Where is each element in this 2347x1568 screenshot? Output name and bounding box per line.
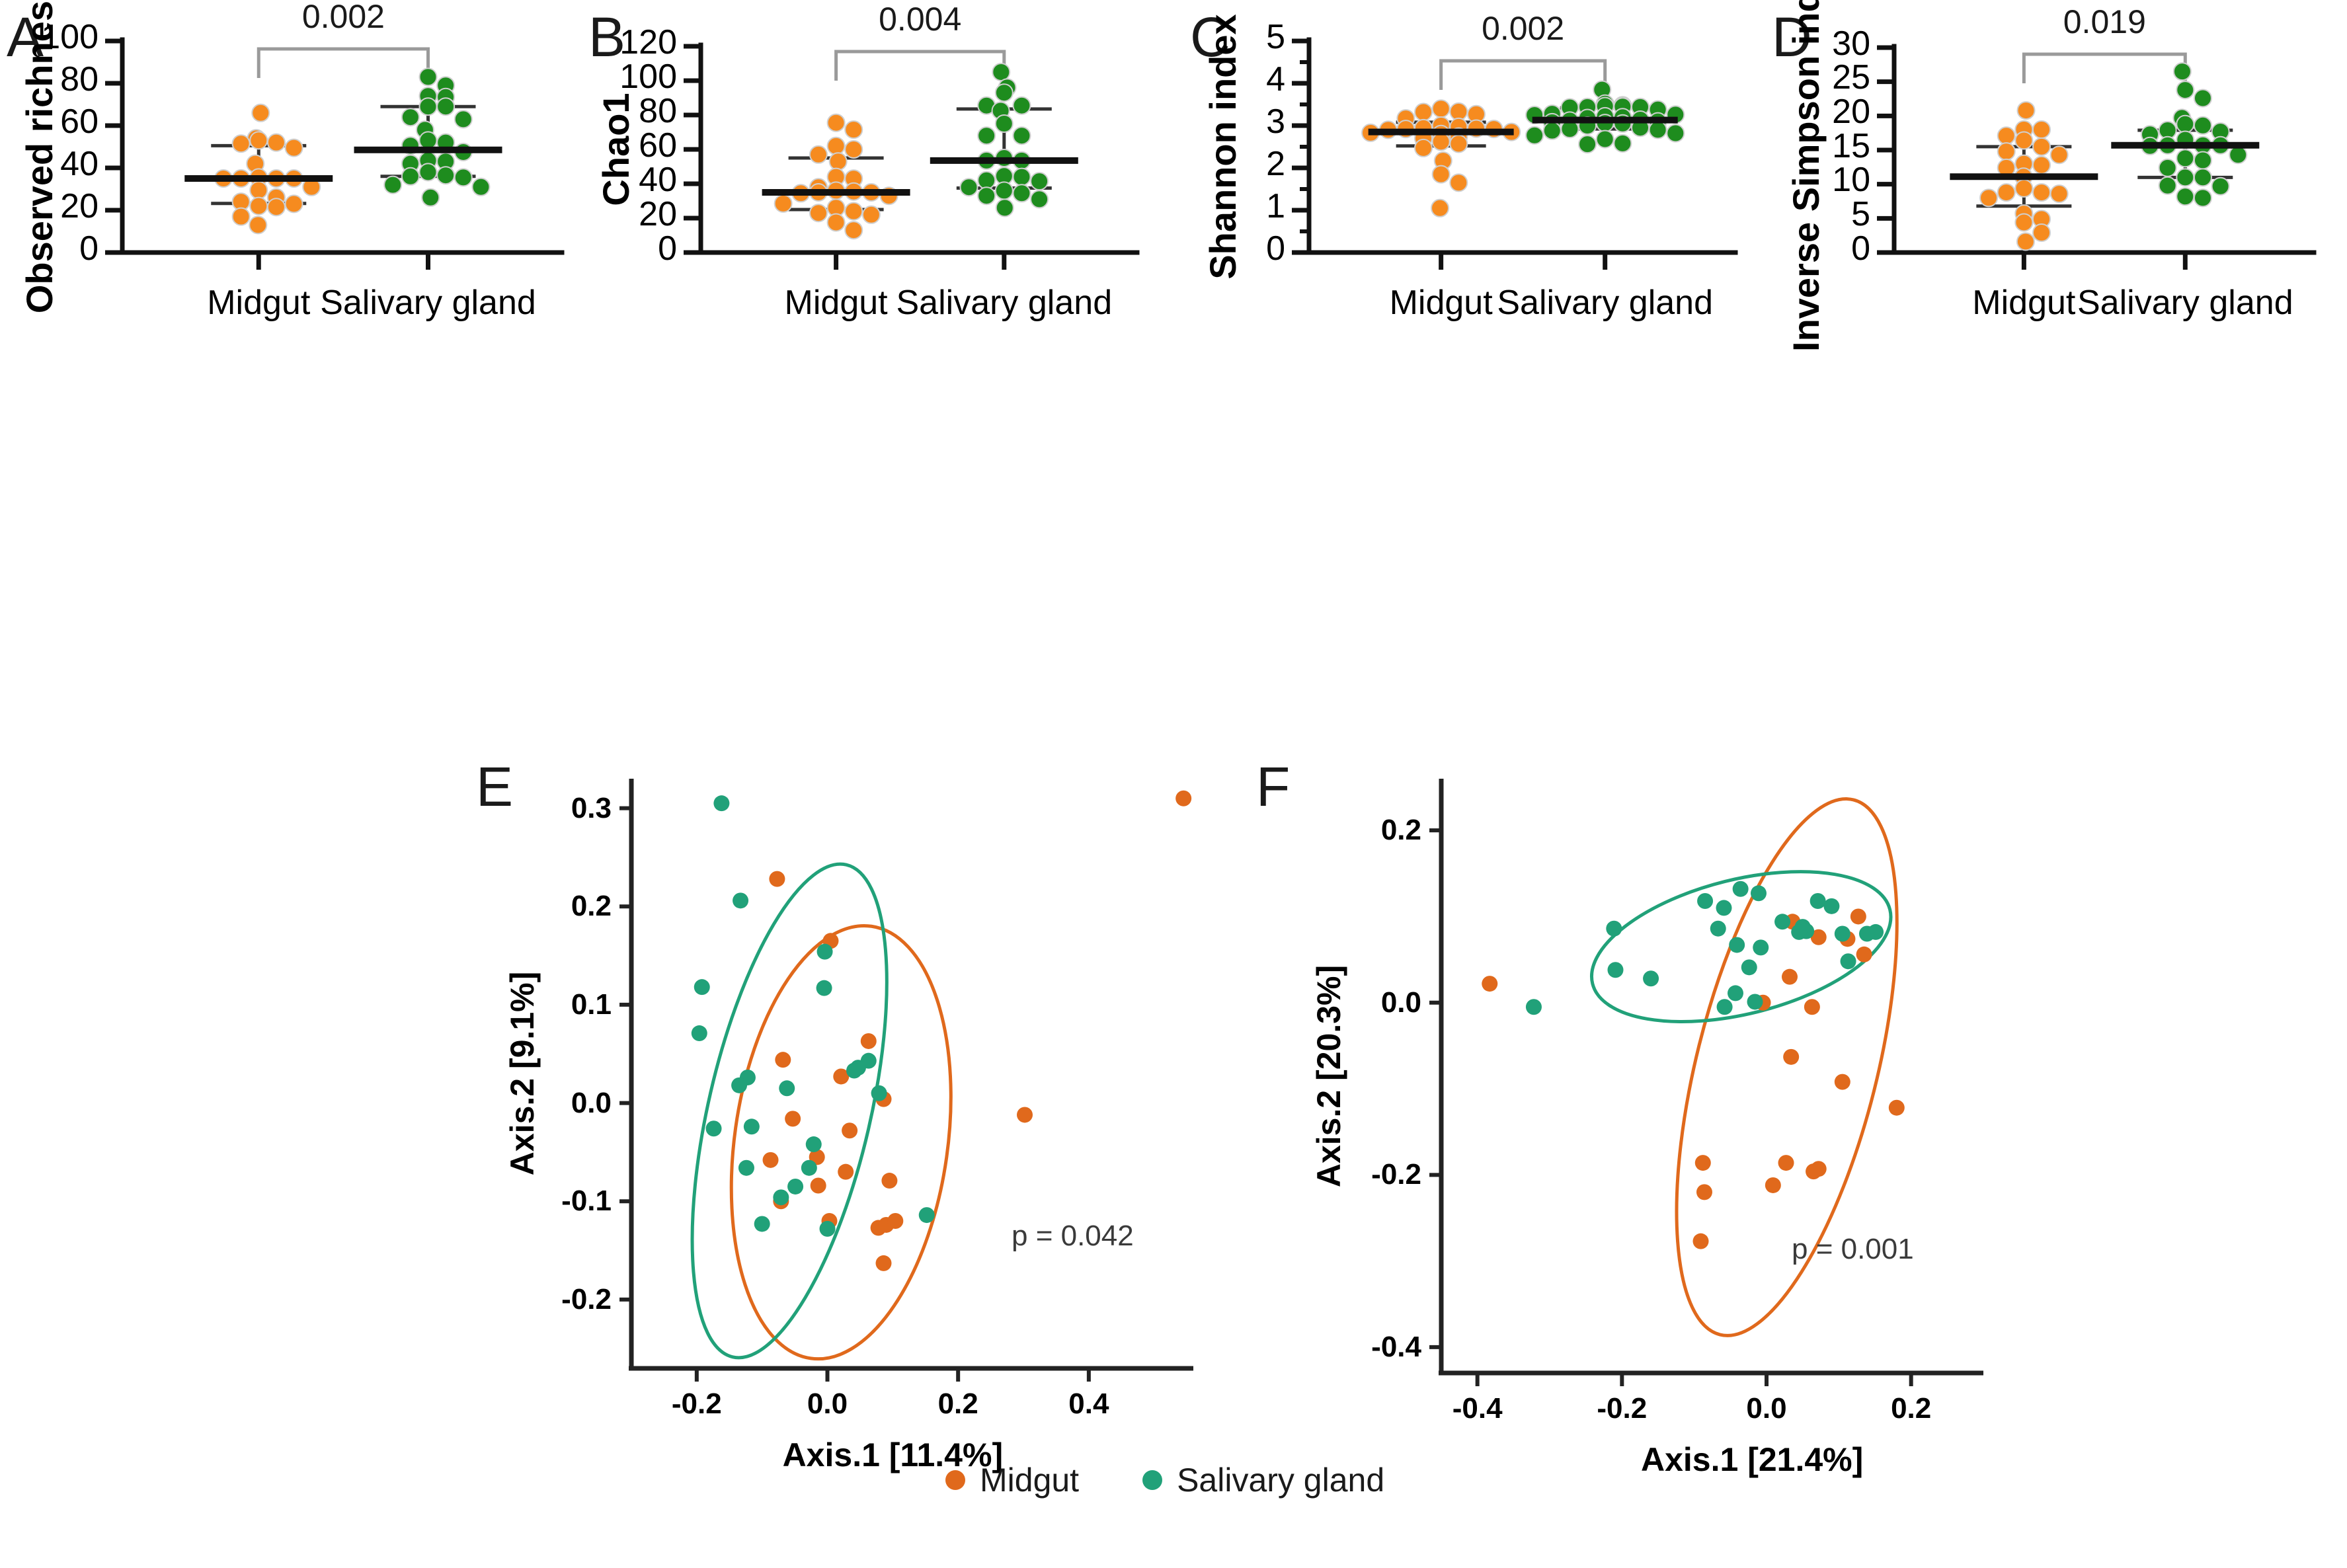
x-category-label-salivary: Salivary gland xyxy=(320,284,536,322)
y-axis-title: Axis.2 [20.3%] xyxy=(1310,964,1347,1187)
y-tick-label: 40 xyxy=(639,160,677,199)
legend-dot-icon xyxy=(945,1470,965,1490)
y-tick-label: 0 xyxy=(658,229,677,268)
panel-letter-f: F xyxy=(1256,756,1291,818)
y-tick-label: 5 xyxy=(1851,195,1870,234)
panel-letter-a: A xyxy=(7,6,44,68)
x-tick-label: -0.2 xyxy=(671,1388,722,1420)
y-tick-label: 20 xyxy=(639,194,677,233)
y-tick-label: 2 xyxy=(1266,144,1285,183)
legend-item-label: Salivary gland xyxy=(1177,1462,1385,1499)
x-category-label-midgut: Midgut xyxy=(784,284,888,322)
y-tick-label: 10 xyxy=(1832,161,1870,200)
y-tick-label: 0 xyxy=(1266,229,1285,268)
panel-letter-c: C xyxy=(1190,6,1230,68)
legend-item-midgut: Midgut xyxy=(945,1461,1079,1499)
x-tick-label: 0.2 xyxy=(937,1388,978,1420)
x-category-label-midgut: Midgut xyxy=(207,284,311,322)
y-tick-label: 60 xyxy=(60,102,99,141)
x-tick-label: 0.2 xyxy=(1891,1392,1932,1425)
panel-c-shannon-index: C Shannon index 0 1 2 3 4 5 0.002 Midgut Salivary … xyxy=(1177,0,1759,668)
legend-item-label: Midgut xyxy=(980,1462,1080,1499)
y-tick-label: 100 xyxy=(41,17,99,56)
x-category-label-salivary: Salivary gland xyxy=(1497,284,1713,322)
y-tick-label: 20 xyxy=(60,186,99,225)
y-tick-label: 1 xyxy=(1266,186,1285,225)
x-category-label-midgut: Midgut xyxy=(1972,284,2076,322)
y-tick-label: 80 xyxy=(60,59,99,98)
panel-f-pcoa-weighted: F -0.4 -0.2 0.0 0.2 -0.4 -0.2 0.0 0.2 Axis.2 [20.… xyxy=(1243,747,2056,1476)
y-tick-label: 0.2 xyxy=(1380,814,1421,847)
y-tick-label: 0.0 xyxy=(571,1086,612,1119)
panel-a-observed-richness: A Observed richness 0 20 40 60 80 100 0.002 Midgu… xyxy=(0,0,582,668)
y-tick-label: 0.0 xyxy=(1380,986,1421,1019)
y-tick-label: 0 xyxy=(1851,229,1870,268)
x-category-label-salivary: Salivary gland xyxy=(896,284,1113,322)
legend-item-salivary-gland: Salivary gland xyxy=(1142,1461,1384,1499)
y-tick-label: 0.1 xyxy=(571,988,612,1021)
permanova-p-value: p = 0.042 xyxy=(1012,1220,1134,1252)
y-tick-label: -0.2 xyxy=(1371,1158,1421,1191)
x-tick-label: 0.4 xyxy=(1068,1388,1109,1420)
x-tick-label: 0.0 xyxy=(1746,1392,1787,1425)
p-value-annotation: 0.019 xyxy=(2063,3,2146,40)
y-tick-label: 100 xyxy=(619,57,677,96)
y-tick-label: -0.2 xyxy=(561,1282,612,1315)
figure-legend: Midgut Salivary gland xyxy=(945,1461,1384,1499)
y-tick-label: 60 xyxy=(639,126,677,165)
y-tick-label: 40 xyxy=(60,144,99,183)
y-tick-label: 15 xyxy=(1832,126,1870,165)
p-value-annotation: 0.002 xyxy=(301,0,385,35)
x-axis-title: Axis.1 [11.4%] xyxy=(782,1436,1004,1473)
p-value-annotation: 0.004 xyxy=(879,1,962,38)
y-tick-label: 80 xyxy=(639,91,677,130)
x-category-label-midgut: Midgut xyxy=(1389,284,1493,322)
y-tick-label: -0.4 xyxy=(1371,1330,1421,1363)
y-tick-label: -0.1 xyxy=(561,1185,612,1218)
y-tick-label: 0 xyxy=(79,229,99,268)
panel-e-pcoa-unweighted: E -0.2 -0.1 0.0 0.1 0.2 0.3 -0.2 0.0 0.2 0.4 Axis.2… xyxy=(463,747,1243,1471)
y-tick-label: 0.3 xyxy=(571,791,612,824)
y-tick-label: 0.2 xyxy=(571,890,612,923)
permanova-p-value: p = 0.001 xyxy=(1792,1233,1914,1265)
y-tick-label: 5 xyxy=(1266,17,1285,56)
x-tick-label: 0.0 xyxy=(807,1388,848,1420)
panel-letter-b: B xyxy=(588,6,626,68)
y-axis-title: Axis.2 [9.1%] xyxy=(504,971,541,1176)
x-tick-label: -0.2 xyxy=(1597,1392,1648,1425)
panel-b-chao1: B Chao1 0 20 40 60 80 100 120 0.004 Midgut Salivary… xyxy=(582,0,1164,668)
panel-d-inverse-simpson-index: D Inverse Simpson index 0 5 10 15 20 25 30 0.019 M… xyxy=(1759,0,2347,668)
p-value-annotation: 0.002 xyxy=(1482,10,1565,47)
y-tick-label: 3 xyxy=(1266,102,1285,141)
panel-letter-d: D xyxy=(1772,6,1812,68)
y-tick-label: 20 xyxy=(1832,93,1870,132)
y-tick-label: 25 xyxy=(1832,58,1870,97)
y-tick-label: 30 xyxy=(1832,24,1870,63)
y-tick-label: 120 xyxy=(619,22,677,61)
panel-letter-e: E xyxy=(476,756,514,818)
legend-dot-icon xyxy=(1142,1470,1163,1490)
x-axis-title: Axis.1 [21.4%] xyxy=(1640,1441,1864,1478)
y-tick-label: 4 xyxy=(1266,59,1285,98)
x-category-label-salivary: Salivary gland xyxy=(2077,284,2293,322)
x-tick-label: -0.4 xyxy=(1452,1392,1503,1425)
